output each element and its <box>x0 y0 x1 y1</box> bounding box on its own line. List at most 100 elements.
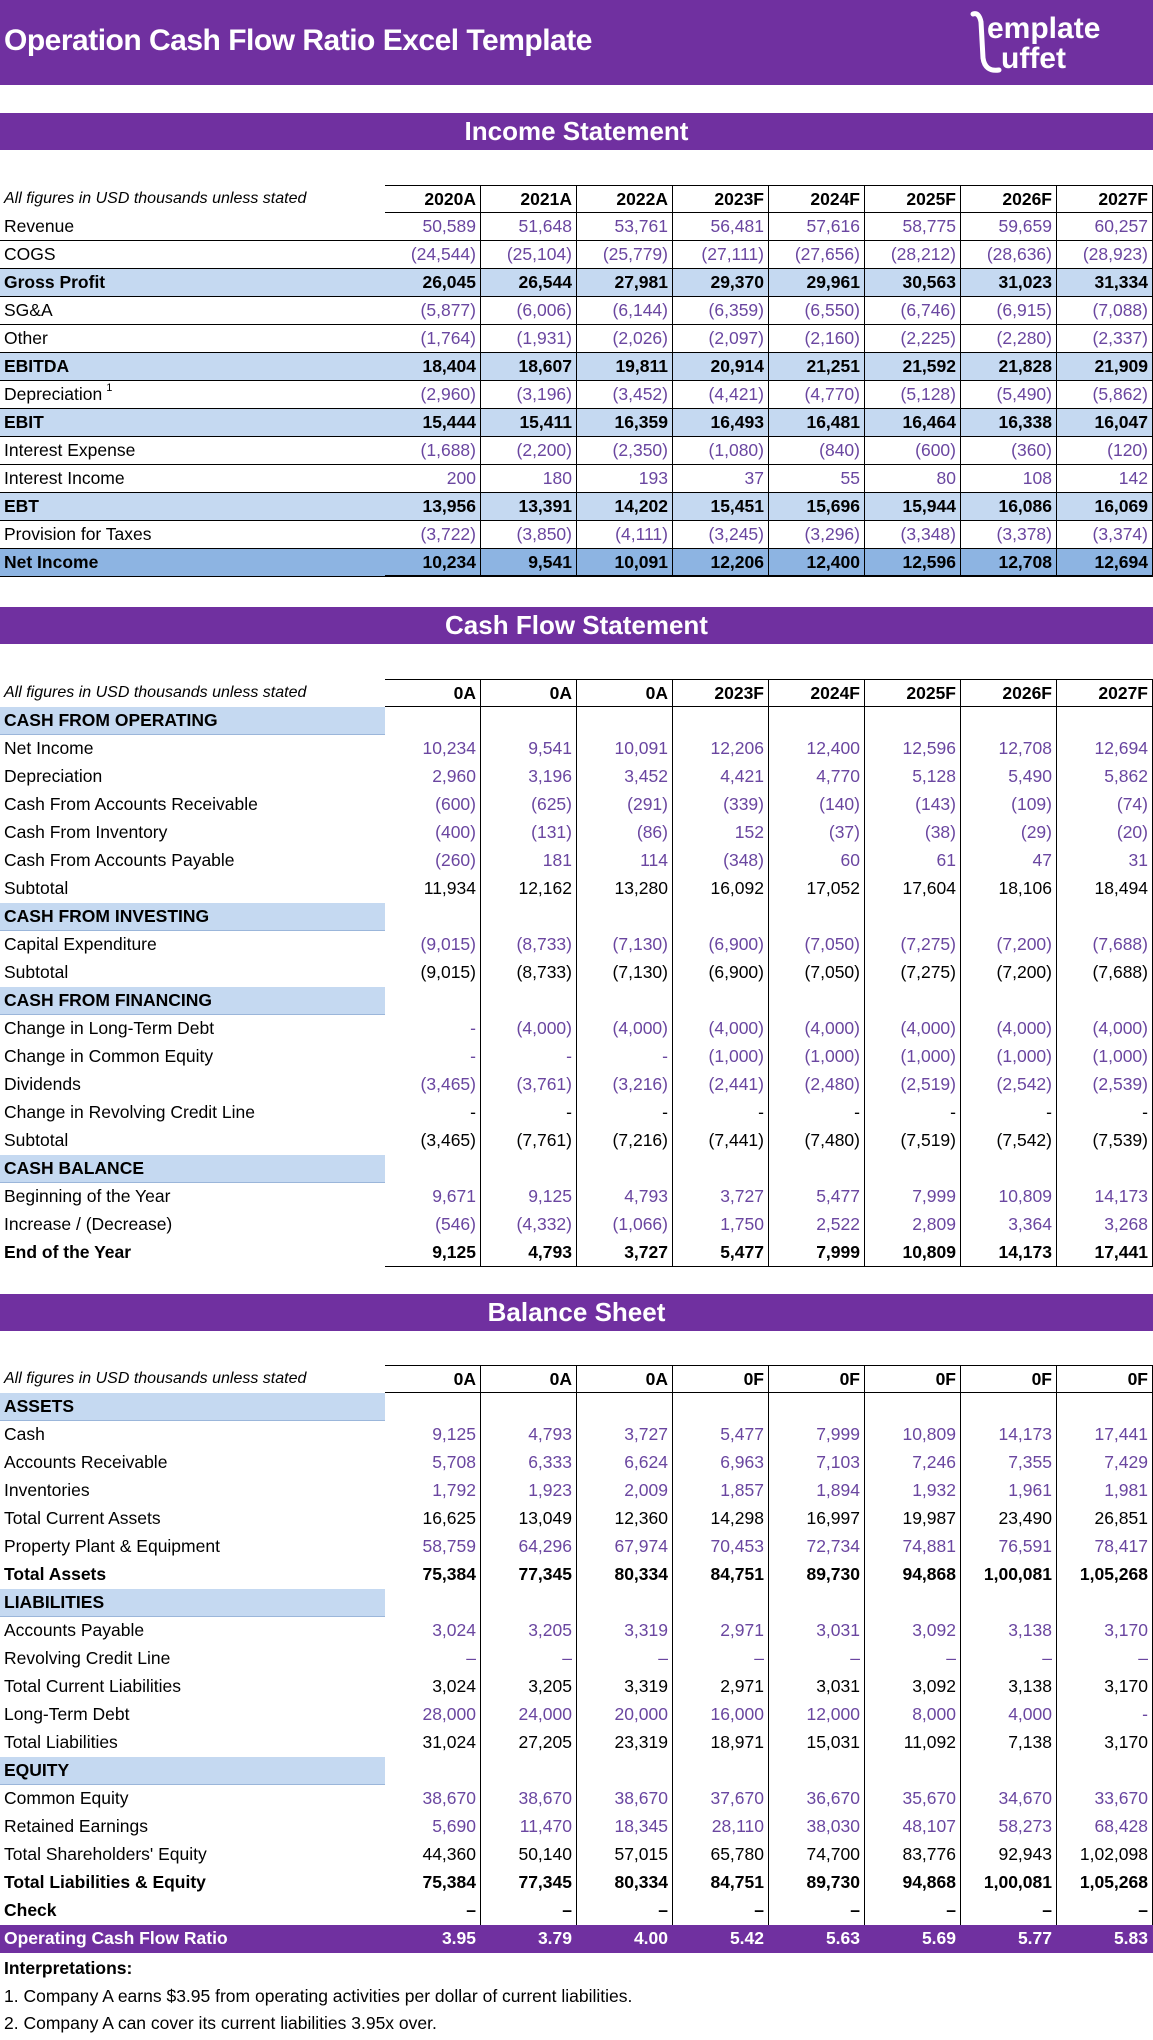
row-label-text: COGS <box>4 244 56 264</box>
value-cell: 12,162 <box>481 875 577 903</box>
table-row: End of the Year 9,125 4,793 3,727 5,477 7,999… <box>0 1239 1153 1267</box>
value-cell <box>385 987 481 1015</box>
table-row: CASH FROM INVESTING <box>0 903 1153 931</box>
value-cell <box>385 1155 481 1183</box>
value-cell: 1,750 <box>673 1211 769 1239</box>
value-cell: 80 <box>865 465 961 492</box>
value-cell <box>865 903 961 931</box>
value-cell: 14,173 <box>961 1239 1057 1267</box>
table-row: Interest Expense (1,688) (2,200) (2,350) (1,… <box>0 437 1153 465</box>
row-label: EQUITY <box>0 1757 385 1785</box>
year-header: 2022A <box>577 185 673 213</box>
value-cell: 23,490 <box>961 1505 1057 1533</box>
value-cell: 64,296 <box>481 1533 577 1561</box>
value-cell: 75,384 <box>385 1869 481 1897</box>
value-cell: 180 <box>481 465 577 492</box>
table-row: EQUITY <box>0 1757 1153 1785</box>
value-cell: 61 <box>865 847 961 875</box>
value-cell <box>961 1757 1057 1785</box>
table-row: Change in Revolving Credit Line - - - - - - - - <box>0 1099 1153 1127</box>
value-cell: (5,862) <box>1057 381 1153 408</box>
value-cell: (7,275) <box>865 931 961 959</box>
interpretation-line: 1. Company A earns $3.95 from operating … <box>4 1986 633 2006</box>
table-row: Beginning of the Year 9,671 9,125 4,793 3,72… <box>0 1183 1153 1211</box>
value-cell: 28,000 <box>385 1701 481 1729</box>
value-cell: (5,877) <box>385 297 481 324</box>
value-cell: (3,761) <box>481 1071 577 1099</box>
row-label-text: EBITDA <box>4 356 70 376</box>
value-cell <box>577 1393 673 1421</box>
value-cell: (2,337) <box>1057 325 1153 352</box>
value-cell <box>769 1757 865 1785</box>
footnote-marker: 1 <box>106 382 113 394</box>
cash-flow-banner: Cash Flow Statement <box>0 607 1153 644</box>
table-row: Cash From Accounts Receivable (600) (625)(… <box>0 791 1153 819</box>
value-cell: 3,031 <box>769 1673 865 1701</box>
value-cell: 193 <box>577 465 673 492</box>
year-header: 0A <box>481 1365 577 1393</box>
value-cell: (291) <box>577 791 673 819</box>
value-cell <box>385 903 481 931</box>
value-cell: 15,031 <box>769 1729 865 1757</box>
value-cell: 1,05,268 <box>1057 1561 1153 1589</box>
value-cell <box>769 1589 865 1617</box>
row-label: Cash <box>0 1421 385 1449</box>
value-cell: 80,334 <box>577 1561 673 1589</box>
year-header: 0A <box>577 1365 673 1393</box>
value-cell: 21,592 <box>865 353 961 380</box>
value-cell: 12,708 <box>961 735 1057 763</box>
value-cell: (6,915) <box>961 297 1057 324</box>
row-label: Provision for Taxes <box>0 521 385 548</box>
value-cell: 3,727 <box>577 1421 673 1449</box>
value-cell: - <box>481 1043 577 1071</box>
value-cell: 23,319 <box>577 1729 673 1757</box>
value-cell: (6,900) <box>673 959 769 987</box>
value-cell: (7,688) <box>1057 959 1153 987</box>
value-cell: - <box>577 1099 673 1127</box>
row-label-text: Check <box>4 1900 57 1920</box>
value-cell: – <box>577 1897 673 1925</box>
row-label-text: CASH FROM FINANCING <box>4 990 213 1010</box>
value-cell: – <box>865 1645 961 1673</box>
value-cell: – <box>481 1645 577 1673</box>
interpretation-line: 2. Company A can cover its current liabi… <box>4 2013 437 2033</box>
row-label-text: Change in Common Equity <box>4 1046 214 1066</box>
value-cell: (4,000) <box>1057 1015 1153 1043</box>
row-label: End of the Year <box>0 1239 385 1267</box>
value-cell: 9,541 <box>481 549 577 576</box>
value-cell: (2,350) <box>577 437 673 464</box>
row-label: COGS <box>0 241 385 268</box>
value-cell: 37,670 <box>673 1785 769 1813</box>
row-label: Cash From Inventory <box>0 819 385 847</box>
value-cell: (7,200) <box>961 959 1057 987</box>
value-cell: 28,110 <box>673 1813 769 1841</box>
value-cell: (546) <box>385 1211 481 1239</box>
value-cell: 13,049 <box>481 1505 577 1533</box>
value-cell: 20,000 <box>577 1701 673 1729</box>
value-cell: 12,206 <box>673 549 769 576</box>
row-label: Total Assets <box>0 1561 385 1589</box>
year-header: 2024F <box>769 679 865 707</box>
row-label: Total Current Liabilities <box>0 1673 385 1701</box>
row-label-text: Gross Profit <box>4 272 106 292</box>
value-cell: (3,465) <box>385 1127 481 1155</box>
value-cell: 18,971 <box>673 1729 769 1757</box>
row-label-text: Subtotal <box>4 1130 69 1150</box>
value-cell: 14,173 <box>961 1421 1057 1449</box>
row-label: ASSETS <box>0 1393 385 1421</box>
table-row: Property Plant & Equipment 58,759 64,296 67… <box>0 1533 1153 1561</box>
table-row: Total Current Assets 16,625 13,049 12,360 14… <box>0 1505 1153 1533</box>
row-label: Change in Long-Term Debt <box>0 1015 385 1043</box>
value-cell: (3,378) <box>961 521 1057 548</box>
value-cell: 114 <box>577 847 673 875</box>
value-cell: 3,268 <box>1057 1211 1153 1239</box>
value-cell: (2,519) <box>865 1071 961 1099</box>
value-cell: 18,106 <box>961 875 1057 903</box>
value-cell: 12,596 <box>865 549 961 576</box>
value-cell <box>769 1155 865 1183</box>
value-cell: 12,000 <box>769 1701 865 1729</box>
row-label: Subtotal <box>0 1127 385 1155</box>
row-label-text: Revenue <box>4 216 75 236</box>
table-row: COGS (24,544) (25,104) (25,779) (27,111) (27,… <box>0 241 1153 269</box>
value-cell: 74,700 <box>769 1841 865 1869</box>
